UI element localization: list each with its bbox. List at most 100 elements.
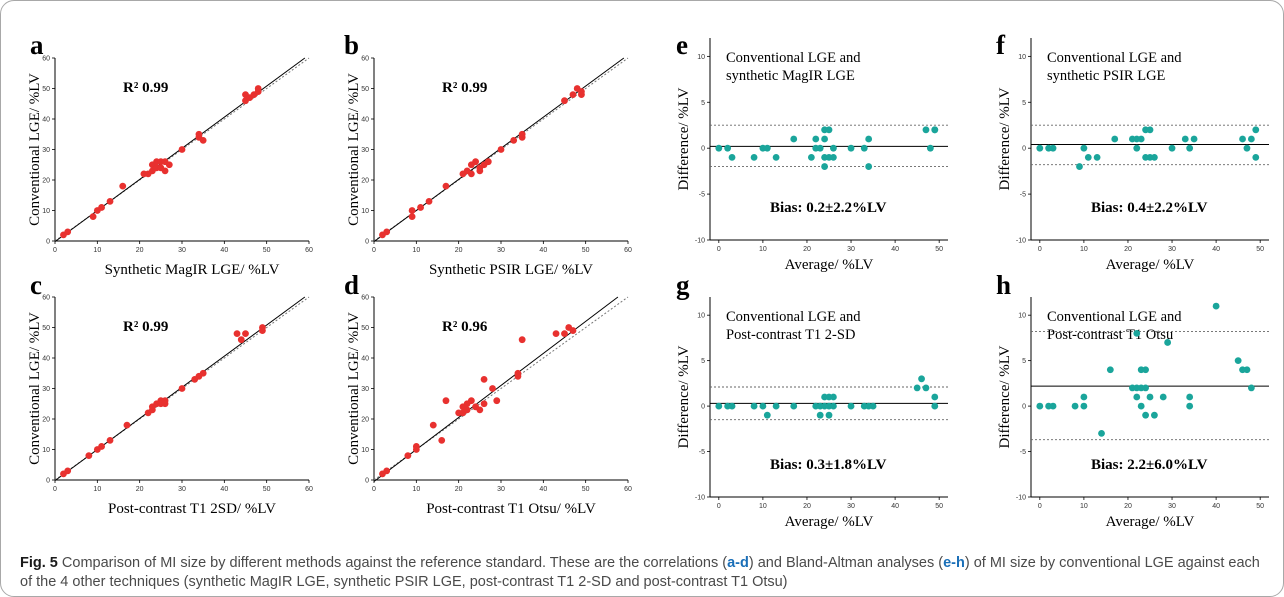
data-point-b-11 [472,158,479,166]
x-tick-label-f: 30 [1168,246,1176,253]
data-point-d-1 [383,467,391,475]
x-axis-label-d: Post-contrast T1 Otsu/ %LV [426,501,596,517]
data-point-c-20 [237,336,245,344]
data-point-h-16 [1142,411,1149,419]
data-point-e-27 [931,126,939,134]
data-point-h-6 [1098,429,1105,437]
y-axis-label-g: Difference/ %LV [676,345,692,448]
data-point-a-5 [106,197,114,205]
y-tick-label-b: 20 [361,178,369,185]
data-point-e-21 [860,144,868,152]
y-tick-label-c: 0 [46,478,50,485]
data-point-f-17 [1168,144,1176,152]
data-point-h-15 [1142,366,1149,374]
data-point-h-25 [1234,357,1242,365]
data-point-g-3 [750,402,758,410]
y-tick-label-g: 10 [697,313,705,320]
data-point-h-17 [1142,384,1149,392]
panel-title-h-1: Conventional LGE and [1047,309,1182,325]
x-tick-label-c: 60 [305,486,313,493]
data-point-f-22 [1243,144,1251,152]
y-tick-label-b: 0 [365,239,369,246]
x-tick-label-a: 60 [305,247,313,254]
data-point-g-2 [728,402,736,410]
y-tick-label-b: 10 [361,208,369,215]
x-tick-label-f: 40 [1212,246,1220,253]
panel-letter-h: h [996,270,1011,300]
y-tick-label-a: 40 [42,117,50,124]
data-point-d-7 [442,397,450,405]
data-point-f-3 [1076,163,1083,170]
data-point-b-19 [518,130,526,138]
data-point-a-18 [178,146,186,153]
data-point-b-10 [467,170,475,178]
data-point-d-21 [514,369,522,377]
r-squared-label-b: R² 0.99 [442,80,487,96]
data-point-h-23 [1186,393,1194,401]
x-tick-label-b: 40 [539,247,547,254]
panel-letter-c: c [30,270,42,300]
caption-ref-a-d: a-d [727,555,749,571]
data-point-c-2 [85,452,93,459]
data-point-b-20 [561,97,568,105]
data-point-e-5 [763,144,771,152]
y-tick-label-a: 50 [42,86,50,93]
y-tick-label-a: 30 [42,147,50,154]
y-tick-label-d: 10 [361,447,369,454]
data-point-e-24 [922,126,930,134]
data-point-c-19 [233,330,241,337]
x-axis-label-e: Average/ %LV [785,257,874,273]
data-point-d-17 [480,400,488,408]
y-axis-label-e: Difference/ %LV [676,87,692,190]
y-tick-label-b: 30 [361,147,369,154]
x-tick-label-h: 10 [1080,503,1088,510]
caption-text-2: ) and Bland-Altman analyses ( [748,555,944,571]
panel-letter-f: f [996,30,1006,60]
panel-title-f-1: Conventional LGE and [1047,50,1182,66]
x-tick-label-c: 40 [220,486,228,493]
x-tick-label-b: 50 [582,247,590,254]
data-point-d-16 [480,375,488,383]
y-tick-label-b: 50 [361,86,369,93]
data-point-a-16 [161,167,169,175]
data-point-e-16 [825,126,833,134]
data-point-e-19 [830,153,837,161]
data-point-b-17 [510,136,518,144]
x-tick-label-c: 0 [53,486,57,493]
data-point-f-11 [1137,135,1145,143]
data-point-h-3 [1071,402,1079,410]
data-point-h-9 [1133,393,1141,401]
y-axis-label-d: Conventional LGE/ %LV [346,312,362,465]
data-point-h-18 [1146,393,1154,401]
data-point-d-22 [518,336,526,344]
data-point-h-0 [1036,402,1044,410]
y-tick-label-g: 0 [701,404,705,411]
y-tick-label-f: 0 [1022,146,1026,153]
x-tick-label-d: 60 [624,486,632,493]
y-tick-label-d: 20 [361,417,369,424]
data-point-g-17 [830,393,837,401]
x-tick-label-a: 40 [220,247,228,254]
x-tick-label-g: 50 [935,503,943,510]
data-point-e-2 [728,153,736,161]
data-point-f-4 [1080,144,1088,152]
y-axis-label-b: Conventional LGE/ %LV [346,73,362,226]
x-tick-label-d: 20 [455,486,463,493]
caption-label: Fig. 5 [20,555,58,571]
data-point-c-4 [98,443,105,450]
x-tick-label-b: 0 [372,247,376,254]
x-axis-label-b: Synthetic PSIR LGE/ %LV [429,262,593,278]
y-tick-label-g: -10 [695,495,705,502]
data-point-g-4 [759,402,767,410]
data-point-g-5 [763,411,771,419]
y-tick-label-b: 60 [361,56,369,63]
y-tick-label-e: -10 [695,238,705,245]
x-tick-label-e: 20 [803,246,811,253]
data-point-h-11 [1133,329,1141,337]
data-point-b-15 [484,158,492,166]
y-tick-label-h: 10 [1018,313,1026,320]
data-point-e-23 [865,135,873,143]
data-point-a-2 [89,213,97,221]
y-tick-label-d: 60 [361,295,369,302]
y-axis-label-c: Conventional LGE/ %LV [27,312,43,465]
